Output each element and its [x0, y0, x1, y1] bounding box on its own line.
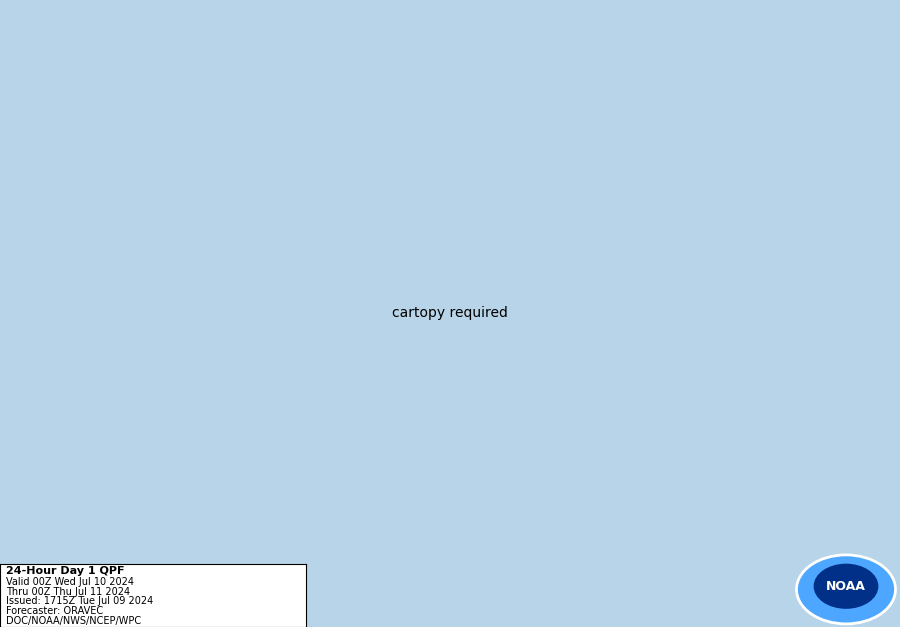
Text: cartopy required: cartopy required: [392, 307, 508, 320]
Text: Forecaster: ORAVEC: Forecaster: ORAVEC: [6, 606, 104, 616]
Text: Issued: 1715Z Tue Jul 09 2024: Issued: 1715Z Tue Jul 09 2024: [6, 596, 153, 606]
Text: Valid 00Z Wed Jul 10 2024: Valid 00Z Wed Jul 10 2024: [6, 577, 134, 587]
Text: Thru 00Z Thu Jul 11 2024: Thru 00Z Thu Jul 11 2024: [6, 587, 130, 596]
Text: NOAA: NOAA: [826, 580, 866, 593]
Circle shape: [814, 564, 878, 609]
Text: 24-Hour Day 1 QPF: 24-Hour Day 1 QPF: [6, 566, 124, 576]
Circle shape: [796, 555, 896, 624]
Text: DOC/NOAA/NWS/NCEP/WPC: DOC/NOAA/NWS/NCEP/WPC: [6, 616, 141, 626]
